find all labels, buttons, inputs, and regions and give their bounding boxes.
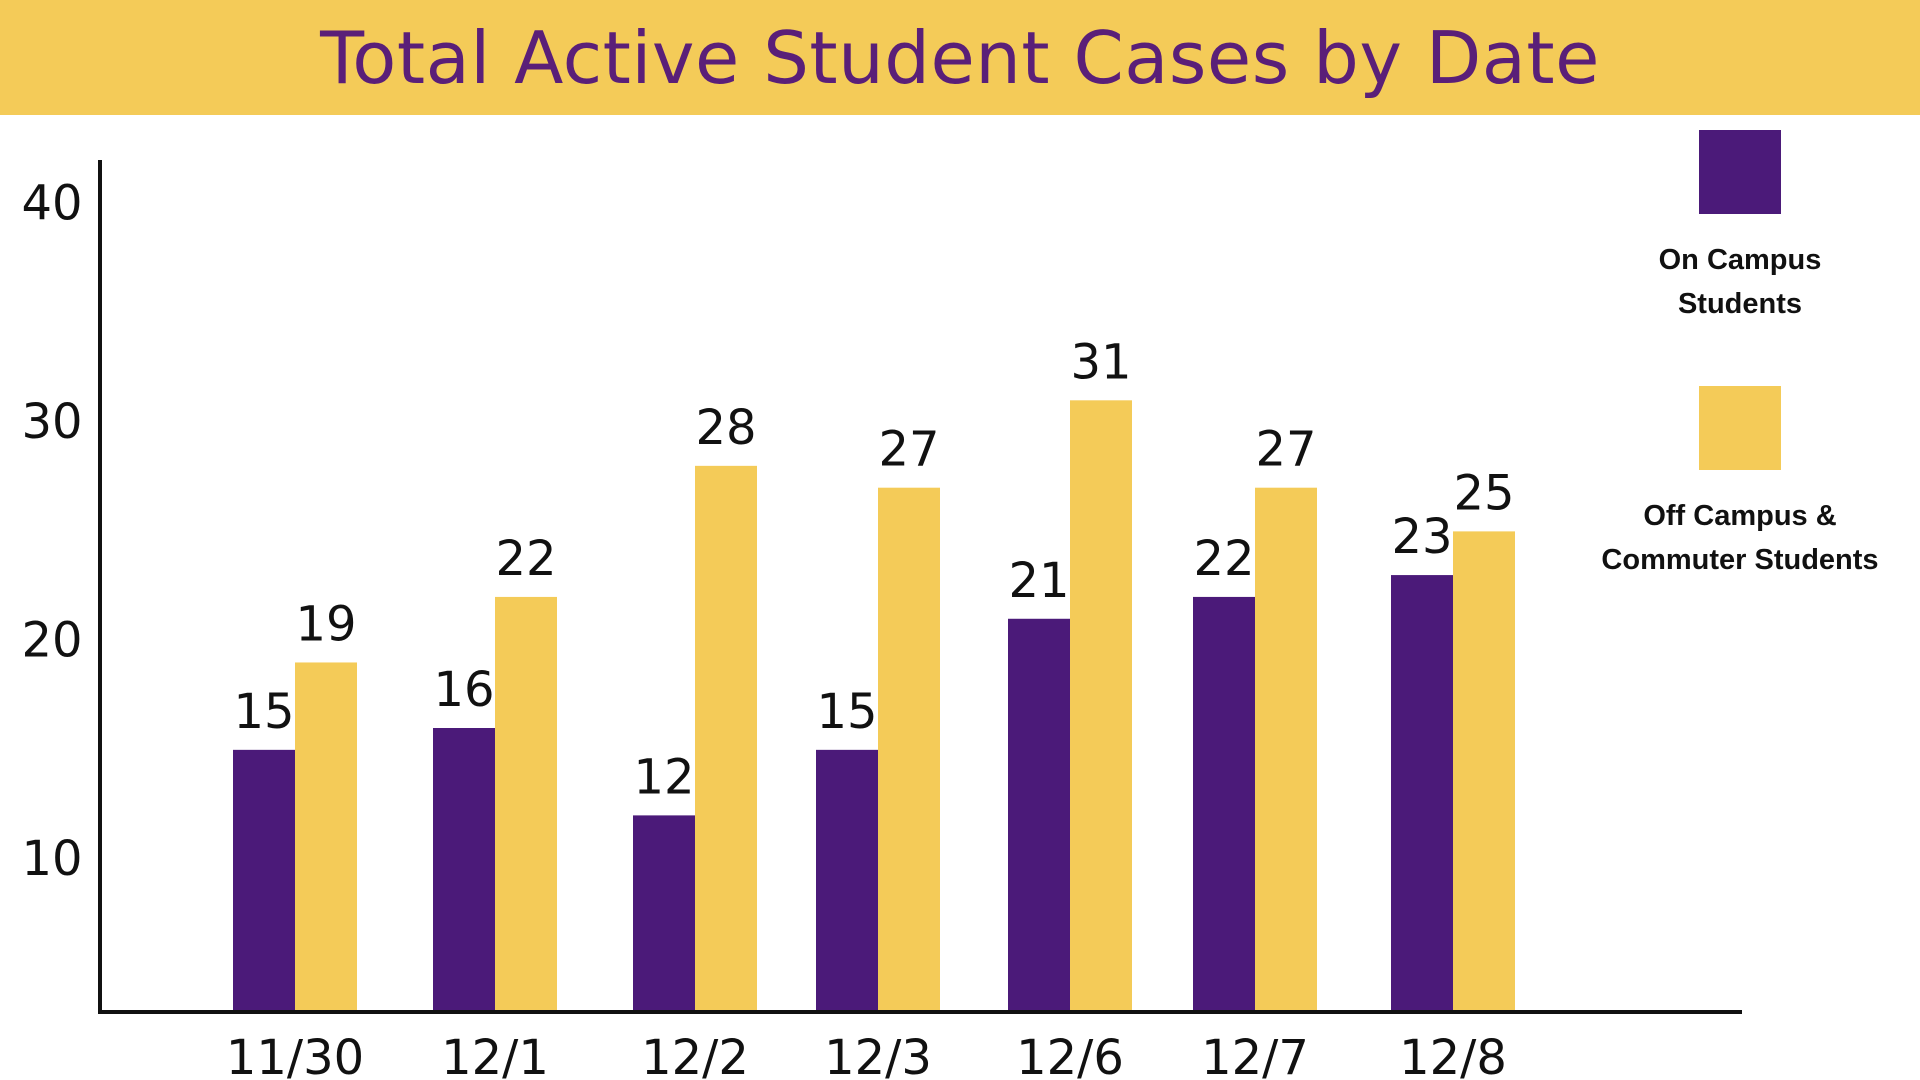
- legend-swatch-off-campus: [1699, 386, 1781, 470]
- x-tick-label-12-8: 12/8: [1399, 1030, 1507, 1080]
- data-label-on-campus-11-30: 15: [233, 684, 294, 740]
- bar-off-campus-12-8: [1453, 531, 1515, 1012]
- x-tick-label-11-30: 11/30: [226, 1030, 364, 1080]
- bar-on-campus-12-7: [1193, 596, 1255, 1012]
- bar-off-campus-12-1: [495, 596, 557, 1012]
- legend-label-off-campus: Off Campus & Commuter Students: [1601, 500, 1879, 576]
- data-label-on-campus-12-6: 21: [1008, 553, 1069, 609]
- y-tick-label-40: 40: [21, 176, 82, 232]
- data-label-off-campus-11-30: 19: [295, 596, 356, 652]
- legend-item-on-campus: On Campus Students: [1570, 130, 1910, 326]
- bar-off-campus-12-2: [695, 465, 757, 1012]
- legend-item-off-campus: Off Campus & Commuter Students: [1570, 386, 1910, 582]
- y-tick-label-30: 30: [21, 394, 82, 450]
- bar-on-campus-12-2: [633, 815, 695, 1012]
- data-label-off-campus-12-6: 31: [1070, 334, 1131, 390]
- bar-off-campus-12-3: [878, 487, 940, 1012]
- data-label-on-campus-12-7: 22: [1193, 531, 1254, 587]
- x-tick-label-12-1: 12/1: [441, 1030, 549, 1080]
- data-label-on-campus-12-2: 12: [633, 749, 694, 805]
- data-label-off-campus-12-7: 27: [1255, 422, 1316, 478]
- legend-swatch-on-campus: [1699, 130, 1781, 214]
- data-label-off-campus-12-8: 25: [1453, 465, 1514, 521]
- x-tick-label-12-7: 12/7: [1201, 1030, 1309, 1080]
- x-tick-label-12-3: 12/3: [824, 1030, 932, 1080]
- data-label-off-campus-12-1: 22: [495, 531, 556, 587]
- legend-label-on-campus: On Campus Students: [1658, 244, 1822, 320]
- data-label-on-campus-12-1: 16: [433, 662, 494, 718]
- data-label-off-campus-12-2: 28: [695, 400, 756, 456]
- data-label-on-campus-12-3: 15: [816, 684, 877, 740]
- data-label-on-campus-12-8: 23: [1391, 509, 1452, 565]
- bar-on-campus-12-8: [1391, 575, 1453, 1012]
- y-tick-label-10: 10: [21, 831, 82, 887]
- title-band: Total Active Student Cases by Date: [0, 0, 1920, 115]
- bar-on-campus-11-30: [233, 749, 295, 1012]
- bar-on-campus-12-3: [816, 749, 878, 1012]
- bar-off-campus-12-6: [1070, 400, 1132, 1012]
- bar-on-campus-12-6: [1008, 618, 1070, 1012]
- bar-on-campus-12-1: [433, 728, 495, 1012]
- bar-off-campus-12-7: [1255, 487, 1317, 1012]
- legend: On Campus Students Off Campus & Commuter…: [1570, 130, 1910, 582]
- x-tick-label-12-2: 12/2: [641, 1030, 749, 1080]
- x-tick-label-12-6: 12/6: [1016, 1030, 1124, 1080]
- bar-off-campus-11-30: [295, 662, 357, 1012]
- chart-title: Total Active Student Cases by Date: [320, 15, 1600, 100]
- data-label-off-campus-12-3: 27: [878, 422, 939, 478]
- y-tick-label-20: 20: [21, 613, 82, 669]
